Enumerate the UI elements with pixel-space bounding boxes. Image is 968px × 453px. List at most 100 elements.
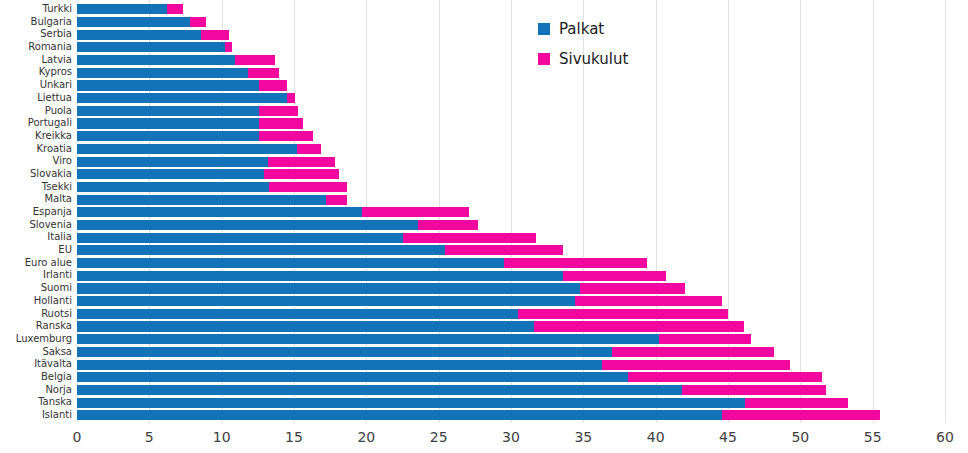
stacked-bar [77, 106, 298, 116]
bar-segment-palkat [77, 360, 602, 370]
bar-segment-sivukulut [269, 182, 347, 192]
legend-item-palkat: Palkat [538, 20, 628, 38]
bar-row-puola [77, 105, 945, 118]
bar-row-hollanti [77, 295, 945, 308]
category-label: Euro alue [0, 257, 72, 270]
bar-row-suomi [77, 282, 945, 295]
stacked-bar [77, 68, 279, 78]
stacked-bar [77, 4, 183, 14]
stacked-bar [77, 398, 848, 408]
category-label: EU [0, 244, 72, 257]
x-tick-label: 45 [719, 429, 737, 445]
bar-row-liettua [77, 92, 945, 105]
bar-segment-palkat [77, 334, 659, 344]
x-tick-label: 5 [145, 429, 154, 445]
gridline [945, 0, 946, 423]
bar-segment-palkat [77, 93, 287, 103]
stacked-bar [77, 283, 685, 293]
stacked-bar [77, 169, 339, 179]
category-label: Ranska [0, 320, 72, 333]
bar-segment-palkat [77, 80, 259, 90]
bar-row-eu [77, 244, 945, 257]
category-label: Norja [0, 384, 72, 397]
bar-row-luxemburg [77, 333, 945, 346]
bar-row-tanska [77, 396, 945, 409]
bar-segment-sivukulut [563, 271, 666, 281]
x-tick-label: 50 [791, 429, 809, 445]
x-tick-label: 20 [357, 429, 375, 445]
bar-row-ranska [77, 320, 945, 333]
stacked-bar [77, 131, 313, 141]
bar-segment-palkat [77, 398, 745, 408]
stacked-bar [77, 360, 790, 370]
stacked-bar [77, 334, 751, 344]
bar-row-romania [77, 41, 945, 54]
bar-segment-sivukulut [628, 372, 822, 382]
legend-swatch-icon [538, 53, 550, 65]
bar-segment-palkat [77, 309, 518, 319]
stacked-bar [77, 347, 774, 357]
stacked-bar [77, 220, 478, 230]
bar-segment-sivukulut [362, 207, 469, 217]
bar-segment-palkat [77, 195, 326, 205]
bar-row-slovenia [77, 219, 945, 232]
bar-row-viro [77, 155, 945, 168]
bar-row-malta [77, 193, 945, 206]
bar-row-norja [77, 384, 945, 397]
category-label: Islanti [0, 409, 72, 422]
y-axis-category-labels: TurkkiBulgariaSerbiaRomaniaLatviaKyprosU… [0, 3, 72, 422]
stacked-bar [77, 410, 880, 420]
x-tick-label: 10 [213, 429, 231, 445]
stacked-bar [77, 55, 275, 65]
stacked-bar [77, 372, 822, 382]
bar-segment-sivukulut [297, 144, 322, 154]
category-label: Hollanti [0, 295, 72, 308]
bar-row-ruotsi [77, 308, 945, 321]
bar-row-euro-alue [77, 257, 945, 270]
bar-row-turkki [77, 3, 945, 16]
category-label: Irlanti [0, 269, 72, 282]
bar-row-italia [77, 231, 945, 244]
bar-segment-sivukulut [248, 68, 280, 78]
bar-segment-sivukulut [326, 195, 348, 205]
category-label: Serbia [0, 28, 72, 41]
bar-row-kypros [77, 66, 945, 79]
bar-segment-palkat [77, 321, 534, 331]
bar-segment-palkat [77, 157, 268, 167]
category-label: Ruotsi [0, 308, 72, 321]
category-label: Italia [0, 231, 72, 244]
plot-area [77, 3, 945, 422]
stacked-bar [77, 321, 744, 331]
bar-row-latvia [77, 54, 945, 67]
bar-row-portugali [77, 117, 945, 130]
bar-segment-sivukulut [445, 245, 564, 255]
stacked-bar [77, 207, 469, 217]
stacked-bar [77, 93, 295, 103]
bar-segment-palkat [77, 4, 167, 14]
category-label: Suomi [0, 282, 72, 295]
bar-segment-palkat [77, 347, 612, 357]
bar-row-bulgaria [77, 16, 945, 29]
category-label: Portugali [0, 117, 72, 130]
bar-segment-sivukulut [659, 334, 752, 344]
stacked-bar [77, 80, 287, 90]
stacked-bar [77, 30, 229, 40]
bar-row-kroatia [77, 143, 945, 156]
bar-segment-palkat [77, 169, 264, 179]
stacked-bar [77, 17, 206, 27]
stacked-bar [77, 42, 232, 52]
bar-segment-sivukulut [190, 17, 206, 27]
category-label: Belgia [0, 371, 72, 384]
bar-row-serbia [77, 28, 945, 41]
stacked-bar [77, 245, 563, 255]
category-label: Luxemburg [0, 333, 72, 346]
bar-segment-sivukulut [235, 55, 276, 65]
category-label: Liettua [0, 92, 72, 105]
bar-segment-sivukulut [682, 385, 827, 395]
category-label: Tanska [0, 396, 72, 409]
x-tick-label: 30 [502, 429, 520, 445]
bar-segment-sivukulut [403, 233, 536, 243]
bar-segment-palkat [77, 106, 259, 116]
bar-segment-palkat [77, 271, 563, 281]
legend-label: Palkat [559, 20, 604, 38]
